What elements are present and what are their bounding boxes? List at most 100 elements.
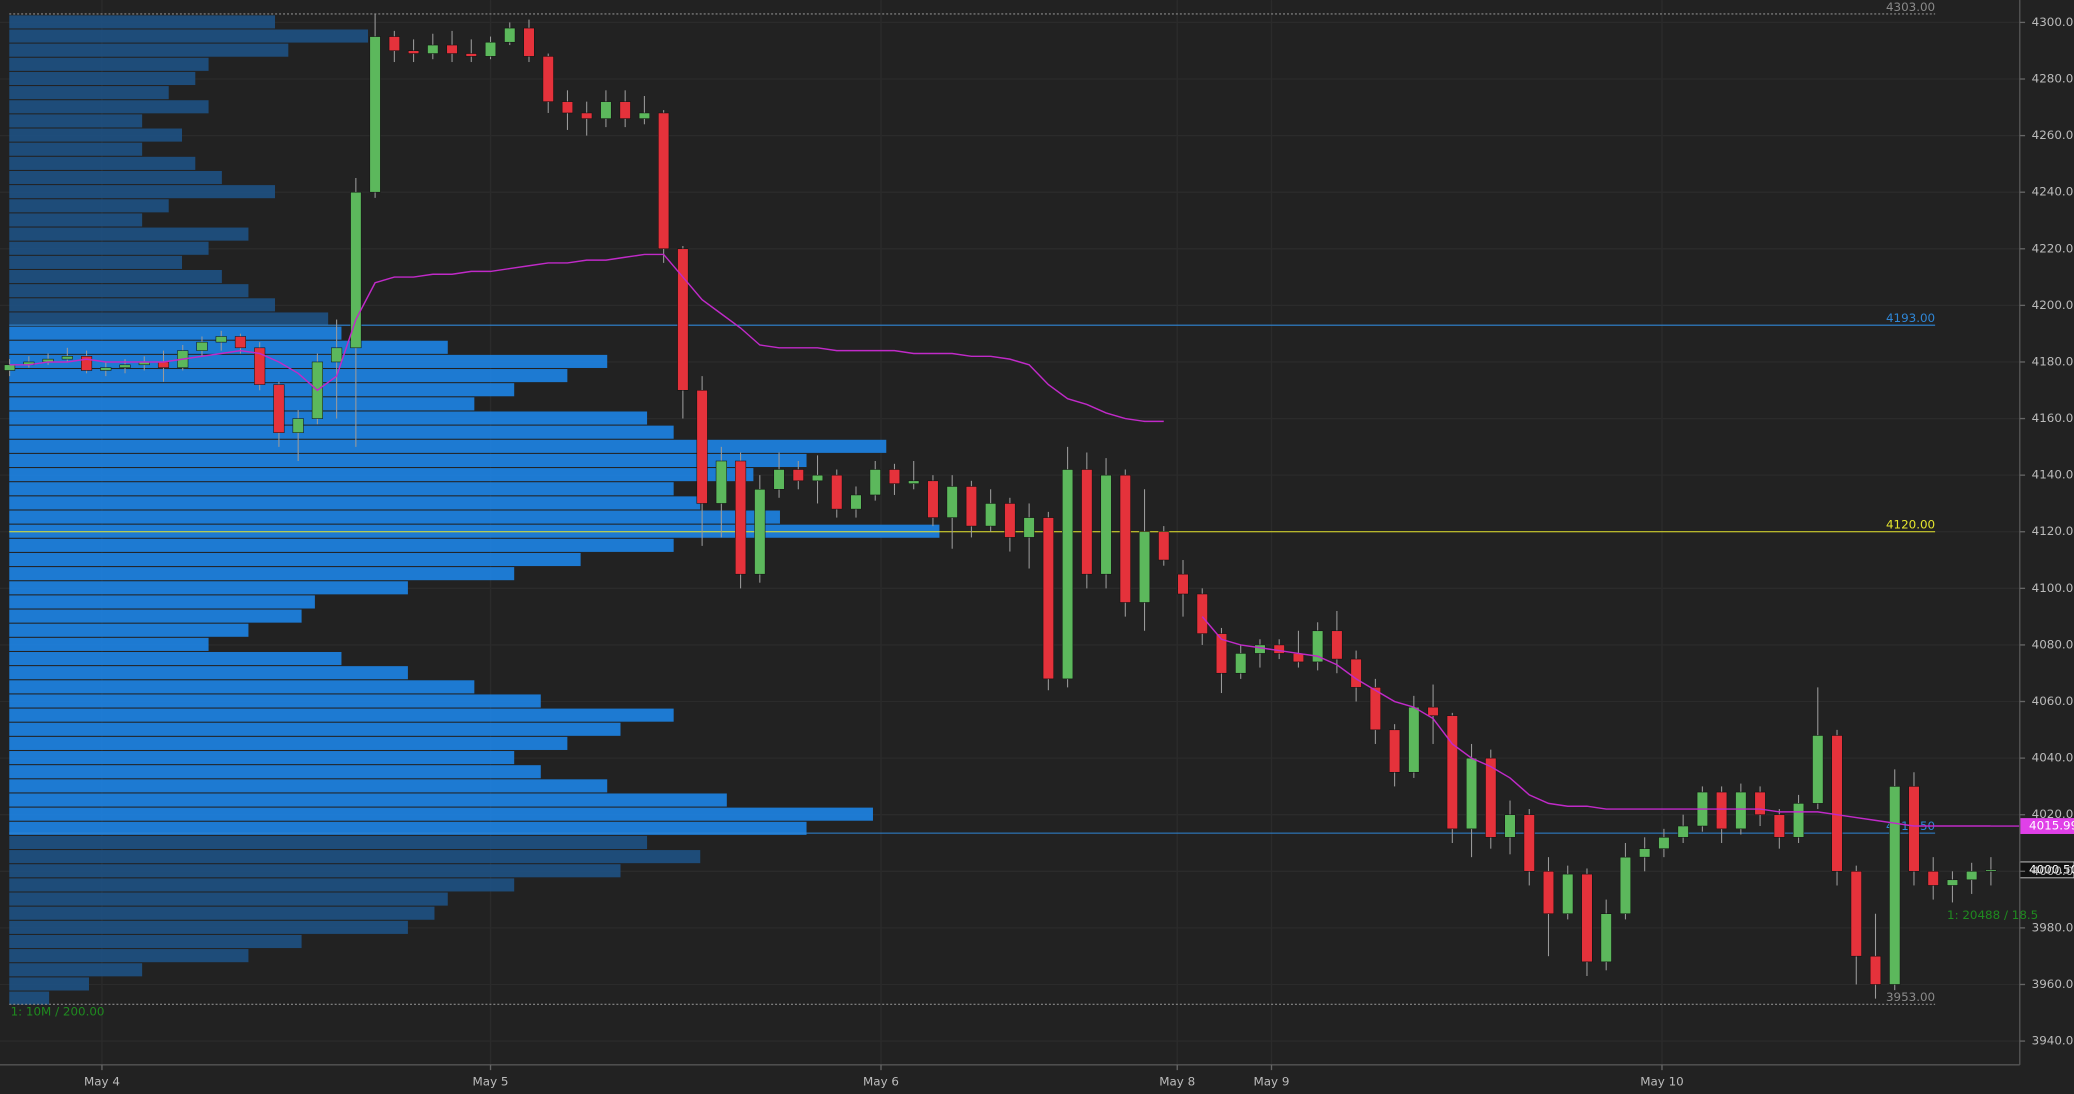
profile-bar [9,708,674,722]
candle-body [908,480,920,484]
profile-bar [9,949,249,963]
vwap-line [1201,616,1991,827]
candle-body [561,101,574,114]
profile-bar [9,425,674,439]
candle-body [1158,531,1170,561]
candle-body [1004,503,1016,538]
candle-body [715,460,727,504]
candle-body [81,356,93,371]
candle-body [1408,706,1420,773]
candle-body [1966,871,1978,881]
candle-body [1581,873,1593,963]
candle-body [1716,791,1728,830]
profile-bar [9,15,276,29]
profile-bar [9,821,807,835]
profile-bar [9,751,515,765]
candle-body [792,469,804,482]
profile-bar [9,595,315,609]
profile-bar [9,892,448,906]
y-tick-label: 4080.00 [2032,637,2074,651]
candle-body [888,469,901,484]
candle-body [1658,837,1670,849]
profile-bar [9,185,276,199]
y-tick-label: 3940.00 [2032,1034,2074,1048]
profile-bar [9,864,621,878]
candle-body [1042,517,1054,680]
candle-body [1427,706,1439,716]
candle-body [1215,633,1228,674]
profile-bar [9,312,329,326]
candle-body [215,336,227,343]
profile-bar [9,439,887,453]
profile-bar [9,213,143,227]
vwap-tag [2019,818,2074,834]
profile-bar [9,270,222,284]
candles [4,13,1997,999]
candle-body [1542,871,1555,915]
candle-body [1831,735,1843,872]
candle-body [946,486,958,518]
y-tick-label: 4120.00 [2032,524,2074,538]
profile-bar [9,722,621,736]
candle-body [1946,879,1958,886]
candle-body [735,460,747,575]
profile-bar [9,637,209,651]
overlay: 4015.99 4000.50 [9,253,2074,879]
candle-body [1927,871,1939,886]
profile-bar [9,510,780,524]
profile-bar [9,920,408,934]
candle-body [427,44,439,54]
y-tick-label: 4280.00 [2032,72,2074,86]
candle-body [1908,786,1920,872]
candle-body [1850,871,1862,957]
profile-bar [9,793,727,807]
level-label: 3953.00 [1886,990,1935,1004]
profile-bar [9,991,50,1005]
y-tick-label: 4040.00 [2032,751,2074,765]
profile-bar [9,524,940,538]
y-tick-label: 3980.00 [2032,920,2074,934]
candle-body [484,41,497,57]
profile-bar [9,326,342,340]
profile-bar [9,100,209,114]
candle-body [1812,735,1824,804]
candle-body [1138,531,1151,603]
y-tick-label: 4160.00 [2032,411,2074,425]
y-tick-label: 4220.00 [2032,241,2074,255]
candle-body [1523,814,1535,872]
candle-body [1562,873,1574,915]
profile-bar [9,736,568,750]
candle-body [1619,856,1631,915]
y-tick-label: 4240.00 [2032,185,2074,199]
candle-body [1889,786,1901,985]
profile-bar [9,538,674,552]
candle-body [523,27,535,57]
profile-bar [9,765,541,779]
annotation: 1: 10M / 200.00 [11,1004,105,1018]
candle-body [1369,687,1381,731]
candle-body [273,384,285,433]
x-tick-label: May 5 [473,1075,509,1089]
profile-bar [9,397,475,411]
profile-bar [9,779,608,793]
last-price-label: 4000.50 [2029,862,2074,876]
y-tick-label: 4140.00 [2032,468,2074,482]
profile-bar [9,694,541,708]
candle-body [1196,593,1208,634]
candle-body [1389,729,1401,773]
candle-body [388,36,400,51]
profile-bar [9,878,515,892]
candle-body [350,191,362,349]
profile-bar [9,623,249,637]
candle-body [446,44,458,54]
candle-body [811,474,824,482]
profile-bar [9,468,754,482]
y-tick-label: 4300.00 [2032,15,2074,29]
candle-body [677,248,689,391]
profile-bar [9,29,369,43]
candle-body [850,494,862,510]
profile-bar [9,255,183,269]
candle-body [1446,715,1458,830]
candle-body [1504,814,1516,838]
candle-body [619,101,631,119]
